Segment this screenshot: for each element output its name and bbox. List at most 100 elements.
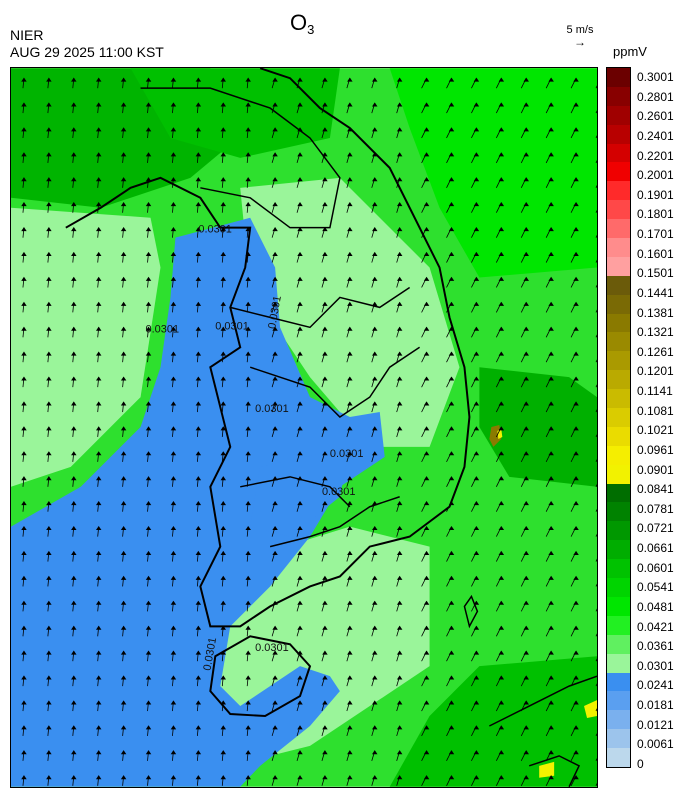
wind-vector-head <box>220 650 227 655</box>
wind-vector-head <box>473 226 480 232</box>
wind-vector-head <box>245 301 251 306</box>
wind-vector-head <box>220 675 227 680</box>
wind-vector-head <box>396 725 403 730</box>
wind-vector-head <box>145 750 152 755</box>
wind-vector-head <box>71 625 77 630</box>
legend-tick-label: 0.0721 <box>637 521 674 536</box>
wind-vector-head <box>548 276 554 281</box>
wind-vector-head <box>245 202 251 207</box>
wind-vector-head <box>170 276 177 281</box>
wind-vector-head <box>46 775 52 780</box>
wind-vector-head <box>548 675 554 680</box>
wind-vector-head <box>573 276 579 281</box>
wind-vector-head <box>46 251 52 256</box>
wind-vector-head <box>245 351 251 356</box>
legend-swatch <box>607 710 630 730</box>
wind-vector-head <box>272 675 278 680</box>
north-inland-borders <box>140 87 341 229</box>
wind-vector-head <box>272 725 278 730</box>
wind-vector-head <box>396 426 403 431</box>
wind-vector-head <box>548 451 554 456</box>
wind-vector-head <box>297 750 303 755</box>
wind-vector-head <box>396 177 403 182</box>
wind-vector-head <box>95 127 102 132</box>
wind-vector-head <box>396 401 403 406</box>
legend-tick-label: 0.0061 <box>637 737 674 752</box>
wind-vector-head <box>473 550 480 555</box>
wind-vector-head <box>220 251 227 256</box>
wind-vector-head <box>120 550 127 555</box>
wind-vector-head <box>573 625 579 630</box>
wind-vector-head <box>195 700 202 705</box>
wind-vector-head <box>372 301 378 306</box>
wind-vector-head <box>448 750 455 755</box>
wind-vector-head <box>498 401 505 406</box>
wind-vector <box>595 184 597 188</box>
wind-vector-head <box>548 77 554 82</box>
wind-vector-head <box>120 226 127 232</box>
wind-vector <box>595 135 597 139</box>
wind-vector-head <box>120 251 127 256</box>
wind-vector-head <box>498 550 505 555</box>
wind-vector-head <box>322 376 328 381</box>
wind-vector-head <box>71 426 77 431</box>
wind-vector-head <box>423 700 430 705</box>
wind-vector-head <box>473 376 480 381</box>
wind-vector-head <box>322 276 328 281</box>
wind-vector-head <box>21 202 27 207</box>
wind-vector-head <box>548 351 554 356</box>
wind-vector-head <box>195 550 202 555</box>
wind-vector-head <box>322 401 328 406</box>
wind-vector-head <box>498 251 505 256</box>
wind-vector-head <box>423 501 430 506</box>
wind-vector-head <box>220 625 227 630</box>
wind-vector-head <box>372 725 378 730</box>
wind-vector-head <box>46 650 52 655</box>
wind-vector-head <box>195 376 202 381</box>
legend-swatch <box>607 389 630 409</box>
wind-vector <box>595 384 597 388</box>
wind-vector-head <box>573 600 579 605</box>
wind-vector-head <box>523 401 529 406</box>
wind-vector-head <box>297 376 303 381</box>
legend-swatch <box>607 294 630 314</box>
wind-vector-head <box>120 700 127 705</box>
central-province-borders <box>230 286 421 418</box>
wind-vector-head <box>523 226 529 232</box>
wind-vector-head <box>473 351 480 356</box>
legend-tick-label: 0.1201 <box>637 364 674 379</box>
wind-vector-head <box>423 276 430 281</box>
wind-vector-head <box>170 575 177 580</box>
wind-vector-head <box>423 725 430 730</box>
wind-vector-head <box>170 675 177 680</box>
wind-vector-head <box>322 600 328 605</box>
wind-vector-head <box>145 600 152 605</box>
wind-vector-head <box>170 426 177 431</box>
wind-vector-head <box>473 251 480 256</box>
wind-vector-head <box>548 725 554 730</box>
wind-vector-head <box>523 700 529 705</box>
wind-vector-head <box>423 301 430 306</box>
wind-vector-head <box>220 575 227 580</box>
wind-vector-head <box>498 202 505 207</box>
wind-vector-head <box>145 351 152 356</box>
wind-vector-head <box>523 675 529 680</box>
legend-swatch <box>607 559 630 579</box>
wind-vector-head <box>573 575 579 580</box>
wind-vector-head <box>396 675 403 680</box>
wind-vector-head <box>145 401 152 406</box>
legend-tick-label: 0.1081 <box>637 403 674 418</box>
blue-bay-south <box>250 446 350 537</box>
wind-vector-head <box>473 700 480 705</box>
legend-tick-label: 0.1141 <box>637 384 673 399</box>
wind-vector-head <box>220 775 227 780</box>
wind-vector-head <box>322 127 328 132</box>
wind-vector-head <box>297 276 303 281</box>
wind-vector-head <box>448 625 455 630</box>
wind-vector-head <box>548 376 554 381</box>
wind-vector-head <box>272 276 278 281</box>
wind-vector-head <box>145 177 152 182</box>
wind-vector-head <box>195 525 202 531</box>
wind-vector-head <box>195 251 202 256</box>
wind-vector-head <box>95 426 102 431</box>
